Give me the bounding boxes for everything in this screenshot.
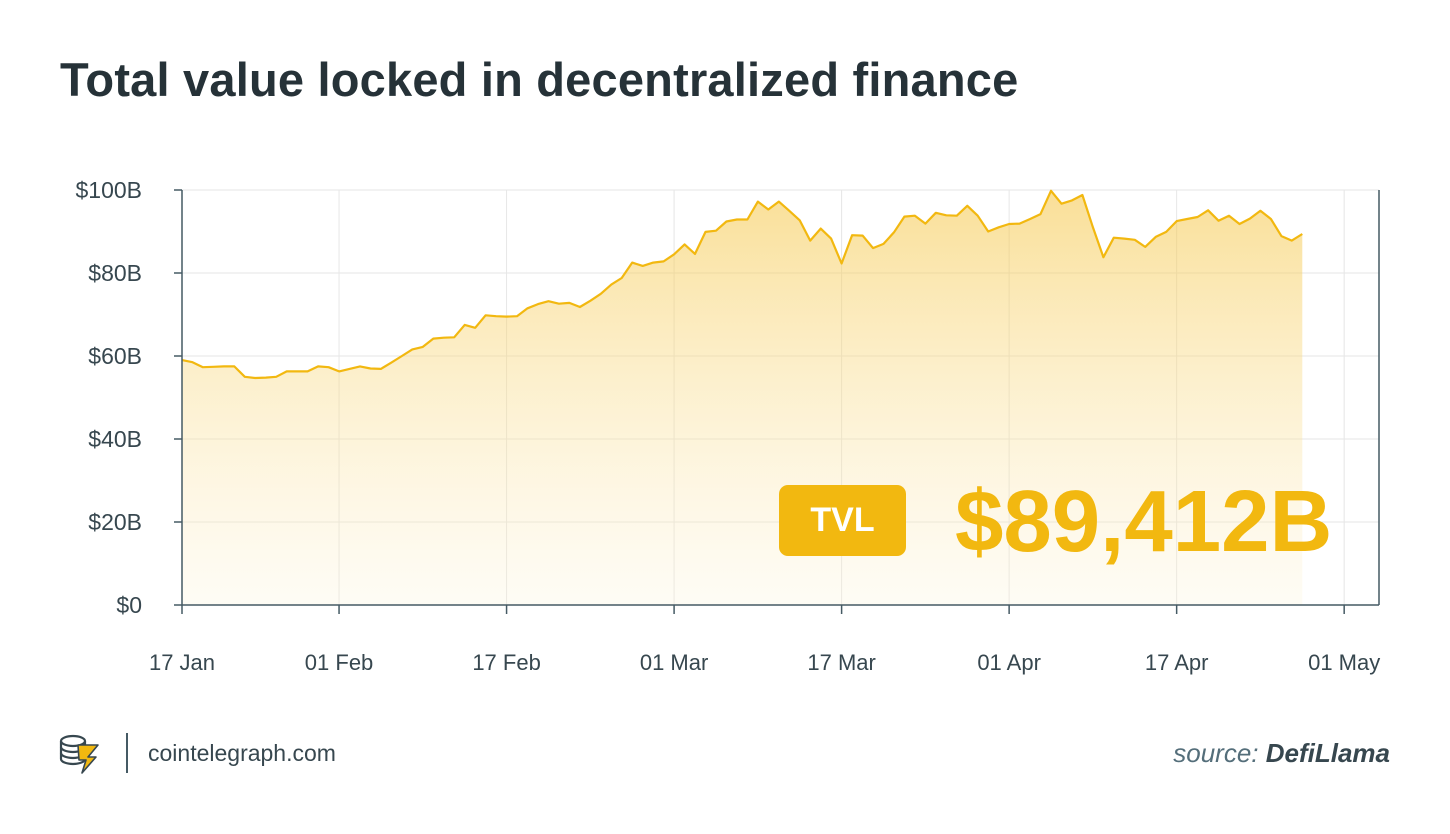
x-tick-label: 17 Mar [807, 650, 875, 675]
cointelegraph-coin-icon [59, 734, 99, 774]
source-credit: source: DefiLlama [1173, 738, 1390, 769]
y-tick-label: $60B [88, 343, 142, 369]
axes [174, 189, 1380, 614]
x-tick-label: 17 Jan [149, 650, 215, 675]
tvl-value: $89,412B [955, 473, 1333, 570]
site-link[interactable]: cointelegraph.com [148, 740, 336, 766]
x-tick-label: 17 Apr [1145, 650, 1209, 675]
tvl-series-line [181, 189, 1303, 380]
x-tick-label: 01 Apr [977, 650, 1041, 675]
footer-divider [126, 733, 128, 773]
chart-title: Total value locked in decentralized fina… [60, 53, 1019, 106]
y-tick-label: $100B [75, 177, 142, 203]
x-tick-label: 01 May [1308, 650, 1380, 675]
y-tick-label: $40B [88, 426, 142, 452]
source-name: DefiLlama [1265, 738, 1390, 768]
x-tick-label: 01 Mar [640, 650, 708, 675]
tvl-badge-label: TVL [810, 501, 875, 539]
x-axis-ticks: 17 Jan 01 Feb 17 Feb 01 Mar 17 Mar 01 Apr 17 A… [149, 650, 1380, 675]
y-tick-label: $20B [88, 509, 142, 535]
x-tick-label: 01 Feb [305, 650, 374, 675]
y-tick-label: $80B [88, 260, 142, 286]
y-tick-label: $0 [116, 592, 142, 618]
x-tick-label: 17 Feb [472, 650, 541, 675]
y-axis-ticks: $0 $20B $40B $60B $80B $100B [75, 177, 142, 618]
tvl-badge: TVL [779, 485, 906, 556]
source-prefix: source: [1173, 738, 1259, 768]
tvl-area-fill [182, 190, 1303, 606]
